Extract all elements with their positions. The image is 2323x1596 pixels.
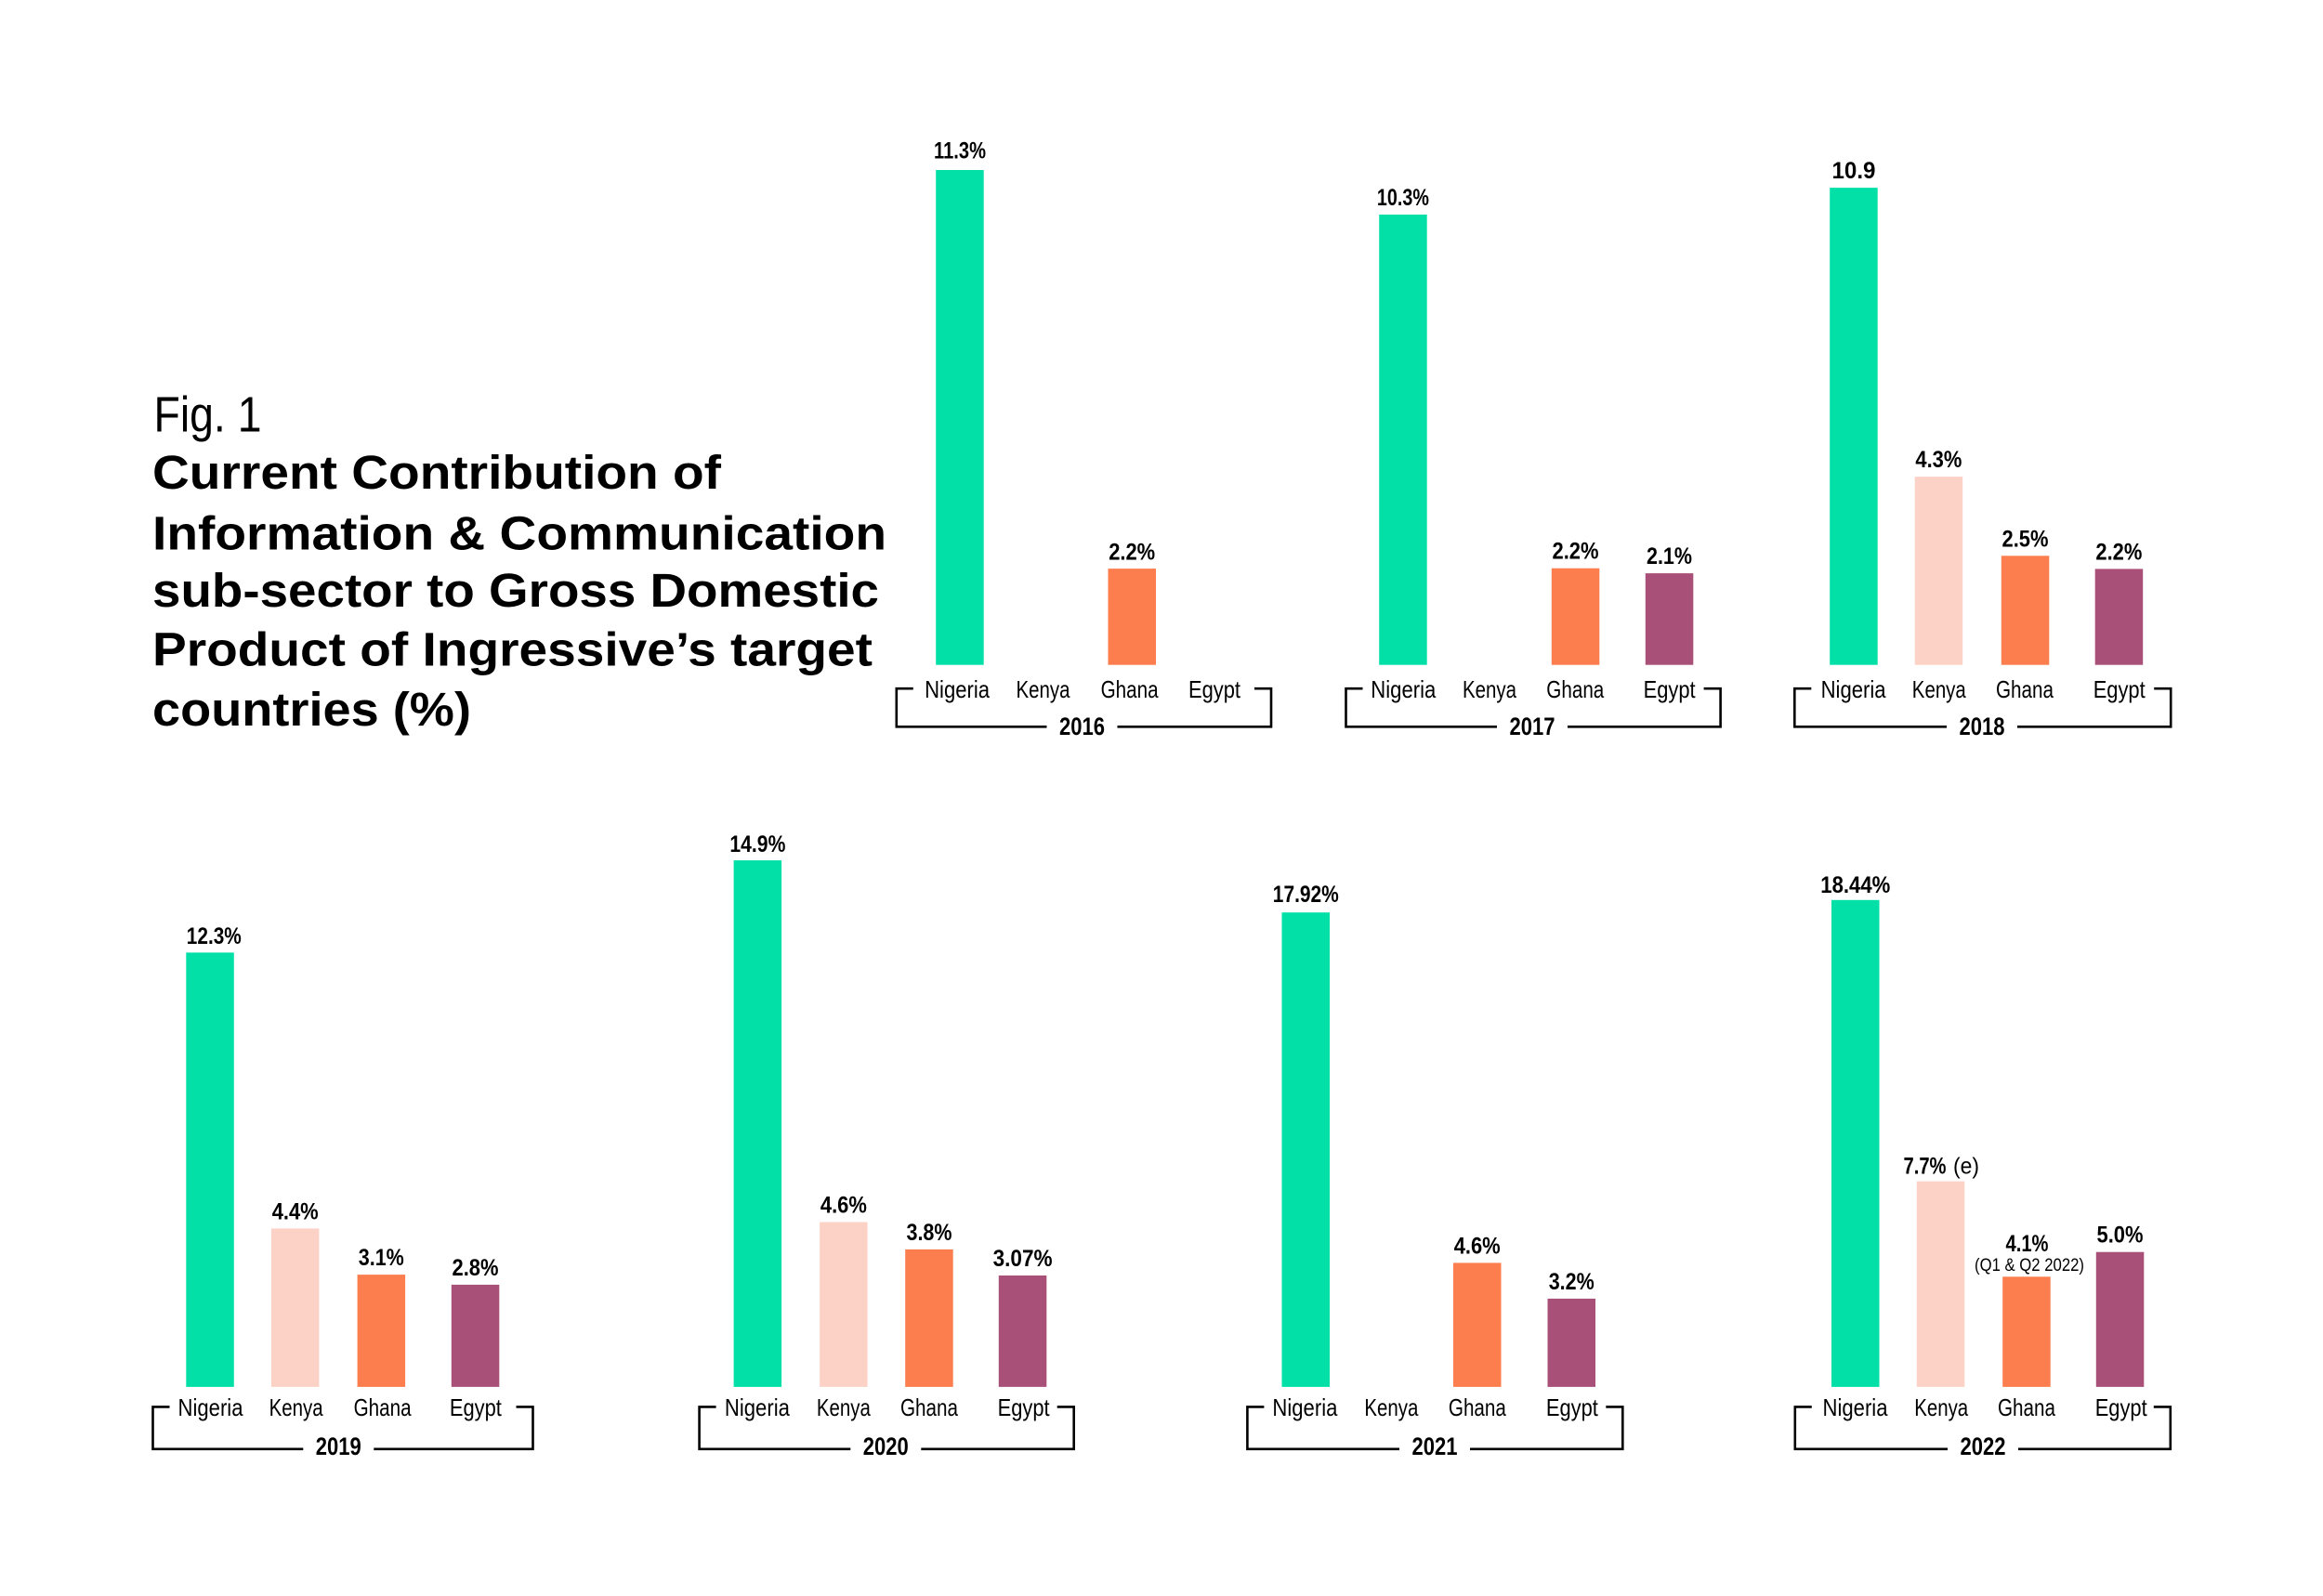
svg-text:3.8%: 3.8%: [907, 1220, 952, 1246]
svg-text:2017: 2017: [1510, 713, 1555, 740]
svg-text:2.8%: 2.8%: [453, 1255, 499, 1281]
svg-text:Nigeria: Nigeria: [1823, 1393, 1888, 1421]
svg-text:Kenya: Kenya: [1914, 1393, 1968, 1421]
svg-text:2.2%: 2.2%: [1109, 540, 1155, 566]
svg-text:3.2%: 3.2%: [1549, 1269, 1595, 1295]
svg-text:Ghana: Ghana: [1998, 1393, 2055, 1421]
svg-text:3.07%: 3.07%: [993, 1246, 1053, 1272]
svg-text:(Q1 & Q2 2022): (Q1 & Q2 2022): [1975, 1256, 2084, 1275]
svg-text:4.1%: 4.1%: [2006, 1231, 2049, 1257]
svg-text:Nigeria: Nigeria: [1272, 1393, 1337, 1421]
svg-text:Egypt: Egypt: [998, 1393, 1051, 1421]
svg-text:Nigeria: Nigeria: [925, 675, 990, 703]
svg-text:Ghana: Ghana: [900, 1393, 958, 1421]
svg-text:Kenya: Kenya: [817, 1393, 871, 1421]
svg-text:5.0%: 5.0%: [2097, 1223, 2144, 1249]
svg-text:Egypt: Egypt: [1546, 1393, 1599, 1421]
svg-text:14.9%: 14.9%: [729, 831, 785, 857]
svg-text:2018: 2018: [1960, 713, 2005, 740]
svg-text:2020: 2020: [863, 1432, 909, 1460]
svg-text:Ghana: Ghana: [1546, 675, 1604, 703]
svg-text:Kenya: Kenya: [1017, 675, 1070, 703]
svg-text:(e): (e): [1953, 1154, 1979, 1180]
svg-text:2.1%: 2.1%: [1647, 543, 1692, 569]
svg-text:Egypt: Egypt: [1188, 675, 1241, 703]
svg-text:Current Contribution of: Current Contribution of: [152, 446, 722, 499]
svg-text:Ghana: Ghana: [1449, 1393, 1506, 1421]
svg-text:2019: 2019: [316, 1432, 361, 1460]
svg-text:Ghana: Ghana: [1996, 675, 2054, 703]
svg-text:Fig. 1: Fig. 1: [154, 386, 262, 442]
svg-text:2.5%: 2.5%: [2002, 526, 2049, 552]
svg-text:4.6%: 4.6%: [820, 1193, 867, 1219]
svg-text:7.7%: 7.7%: [1904, 1154, 1947, 1180]
svg-text:12.3%: 12.3%: [187, 923, 242, 949]
svg-text:18.44%: 18.44%: [1820, 872, 1890, 898]
svg-text:4.4%: 4.4%: [272, 1198, 319, 1224]
svg-text:Egypt: Egypt: [2093, 675, 2146, 703]
svg-text:sub-sector to Gross Domestic: sub-sector to Gross Domestic: [152, 564, 879, 617]
svg-text:Ghana: Ghana: [1101, 675, 1159, 703]
svg-text:Nigeria: Nigeria: [1371, 675, 1436, 703]
svg-text:2022: 2022: [1961, 1432, 2006, 1460]
svg-text:4.6%: 4.6%: [1454, 1233, 1501, 1259]
svg-text:11.3%: 11.3%: [934, 138, 986, 164]
svg-text:Ghana: Ghana: [354, 1393, 412, 1421]
svg-text:17.92%: 17.92%: [1273, 882, 1339, 908]
svg-text:Kenya: Kenya: [1364, 1393, 1418, 1421]
svg-text:Egypt: Egypt: [450, 1393, 503, 1421]
svg-text:Egypt: Egypt: [2095, 1393, 2148, 1421]
svg-text:Nigeria: Nigeria: [725, 1393, 790, 1421]
svg-text:Kenya: Kenya: [1912, 675, 1966, 703]
svg-text:10.3%: 10.3%: [1377, 185, 1429, 211]
svg-text:2.2%: 2.2%: [2095, 539, 2142, 565]
svg-text:Kenya: Kenya: [1463, 675, 1516, 703]
svg-text:2.2%: 2.2%: [1553, 539, 1599, 565]
svg-text:Nigeria: Nigeria: [178, 1393, 243, 1421]
svg-text:Information & Communication: Information & Communication: [152, 506, 886, 559]
svg-text:2021: 2021: [1412, 1432, 1458, 1460]
svg-text:2016: 2016: [1059, 713, 1105, 740]
svg-text:Kenya: Kenya: [269, 1393, 323, 1421]
svg-text:10.9: 10.9: [1832, 158, 1876, 184]
svg-text:countries (%): countries (%): [152, 683, 471, 736]
svg-text:Egypt: Egypt: [1644, 675, 1697, 703]
svg-text:4.3%: 4.3%: [1915, 447, 1962, 473]
svg-text:Product of Ingressive’s target: Product of Ingressive’s target: [152, 622, 873, 675]
svg-text:3.1%: 3.1%: [359, 1245, 404, 1271]
svg-text:Nigeria: Nigeria: [1821, 675, 1886, 703]
